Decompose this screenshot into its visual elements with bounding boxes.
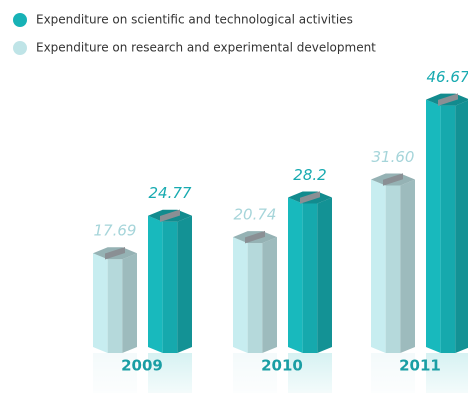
bar-face xyxy=(303,204,318,353)
bar-face xyxy=(288,198,303,353)
chart: Expenditure on scientific and technologi… xyxy=(0,0,468,408)
bar-face xyxy=(400,180,415,353)
bar-face xyxy=(386,186,401,353)
bar-face xyxy=(148,216,163,353)
bar-face xyxy=(441,106,456,353)
bar-face xyxy=(248,243,263,353)
bar-face xyxy=(262,237,277,353)
bar-face xyxy=(122,253,137,353)
legend-label: Expenditure on scientific and technologi… xyxy=(36,13,353,27)
bar-face xyxy=(371,180,386,353)
bar xyxy=(148,209,192,353)
bar xyxy=(288,191,332,353)
bar-face xyxy=(108,259,123,353)
bar xyxy=(426,93,468,353)
value-label: 46.67 xyxy=(427,68,468,86)
legend-swatch xyxy=(13,13,27,27)
bar xyxy=(371,173,415,353)
legend-label: Expenditure on research and experimental… xyxy=(36,41,376,55)
bar-face xyxy=(426,100,441,353)
bar-face xyxy=(177,216,192,353)
bar-face xyxy=(93,253,108,353)
value-label: 28.2 xyxy=(293,166,326,184)
value-label: 24.77 xyxy=(149,184,192,202)
value-label: 31.60 xyxy=(372,148,415,166)
bar-face xyxy=(317,198,332,353)
bar-face xyxy=(233,237,248,353)
legend-swatch xyxy=(13,41,27,55)
x-tick-label: 2009 xyxy=(121,357,163,375)
page: Expenditure on scientific and technologi… xyxy=(0,0,468,408)
bar-face xyxy=(455,100,468,353)
x-tick-label: 2011 xyxy=(399,357,441,375)
value-label: 20.74 xyxy=(234,206,277,224)
x-tick-label: 2010 xyxy=(261,357,303,375)
bar-face xyxy=(163,222,178,353)
value-label: 17.69 xyxy=(94,222,137,240)
bar xyxy=(233,231,277,353)
bar xyxy=(93,247,137,353)
